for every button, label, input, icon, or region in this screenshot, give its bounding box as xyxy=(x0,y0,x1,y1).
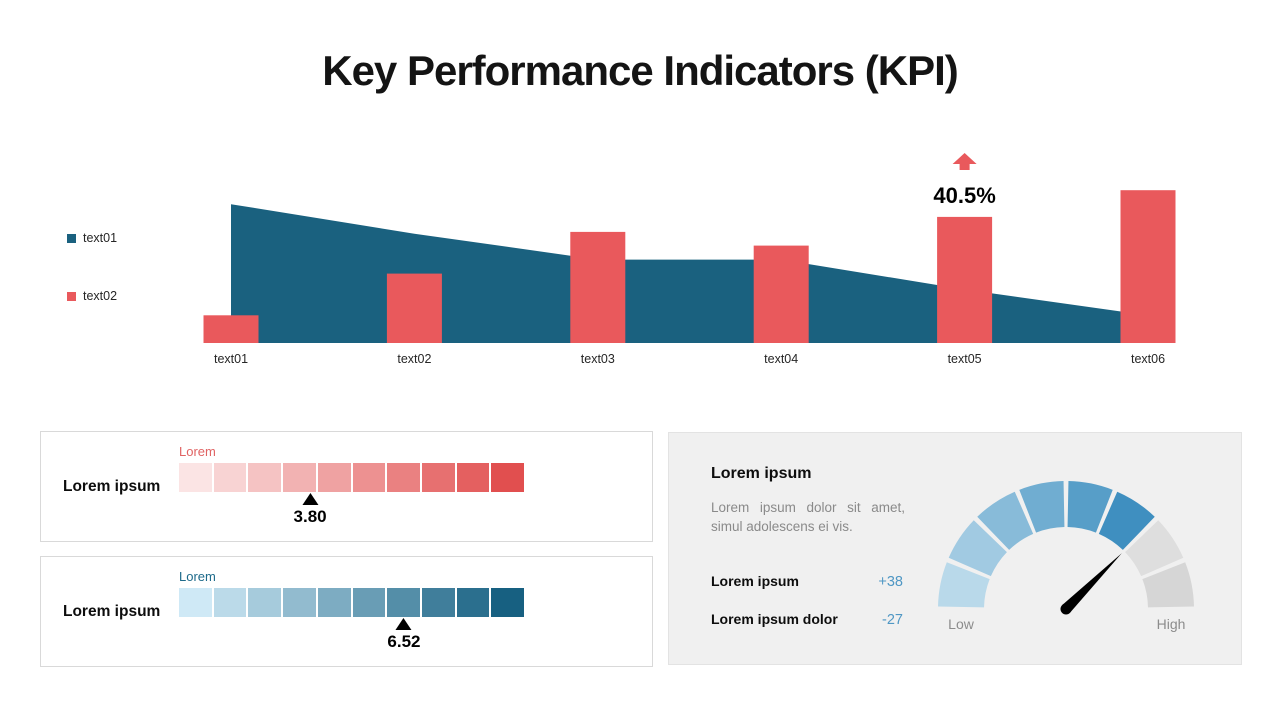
legend-item-area: text01 xyxy=(67,231,117,245)
dial-segment xyxy=(1098,491,1155,550)
strip-cell xyxy=(248,462,282,492)
metric-row: Lorem ipsum dolor -27 xyxy=(711,611,903,628)
summary-description: Lorem ipsum dolor sit amet, simul adoles… xyxy=(711,500,905,534)
strip-cell xyxy=(179,587,212,617)
linear-gauge-marker: 6.52 xyxy=(387,617,421,652)
triangle-up-icon xyxy=(395,617,412,630)
strip-cell xyxy=(352,587,386,617)
legend-swatch-area-icon xyxy=(67,233,76,243)
strip-cell xyxy=(317,462,351,492)
metric-label: Lorem ipsum xyxy=(711,573,799,589)
linear-gauge: Lorem 3.80 xyxy=(179,443,525,530)
summary-title: Lorem ipsum xyxy=(711,465,812,482)
linear-gauge-panel-red: Lorem ipsum Lorem 3.80 xyxy=(40,431,653,542)
linear-gauge-title: Lorem ipsum xyxy=(63,477,161,495)
bar-text05 xyxy=(937,216,993,343)
strip-cell xyxy=(421,462,455,492)
linear-gauge: Lorem 6.52 xyxy=(179,568,525,655)
legend-label-bar: text02 xyxy=(83,289,118,303)
linear-gauge-title: Lorem ipsum xyxy=(63,602,161,620)
strip-cell xyxy=(283,587,316,617)
bar-text03 xyxy=(570,231,626,343)
linear-gauge-scale-label: Lorem xyxy=(179,568,216,584)
x-axis-label-text04: text04 xyxy=(764,352,798,366)
bar-text06 xyxy=(1120,190,1176,343)
page-title: Key Performance Indicators (KPI) xyxy=(322,47,959,94)
area-series xyxy=(231,204,1148,343)
strip-cell xyxy=(387,587,420,617)
gauge-min-label: Low xyxy=(948,616,974,632)
up-arrow-icon xyxy=(952,153,977,170)
strip-cell xyxy=(387,462,420,492)
dial-needle xyxy=(1062,553,1122,613)
linear-gauge-value: 6.52 xyxy=(387,631,421,651)
summary-panel: Lorem ipsum Lorem ipsum dolor sit amet, … xyxy=(668,432,1242,665)
metric-value: -27 xyxy=(882,612,903,628)
x-axis-label-text03: text03 xyxy=(581,352,615,366)
legend-item-bar: text02 xyxy=(67,289,117,303)
dial-segment xyxy=(1067,481,1113,533)
dial-gauge-svg xyxy=(938,481,1194,615)
strip-cell xyxy=(283,462,316,492)
metric-value: +38 xyxy=(878,574,903,590)
strip-cell xyxy=(352,462,386,492)
strip-cell xyxy=(317,587,351,617)
kpi-combo-chart: text01 text02 text03 text04 text05 text06 40.5… xyxy=(203,153,1176,366)
linear-gauge-track: 6.52 xyxy=(179,617,524,655)
bar-text04 xyxy=(753,245,809,343)
x-axis-label-text06: text06 xyxy=(1131,352,1165,366)
strip-cell xyxy=(491,587,525,617)
strip-cell xyxy=(456,587,490,617)
dial-gauge: Low High xyxy=(929,473,1229,663)
strip-cell xyxy=(491,462,525,492)
dial-segment xyxy=(1125,520,1184,577)
linear-gauge-panel-blue: Lorem ipsum Lorem 6.52 xyxy=(40,556,653,667)
x-axis-label-text01: text01 xyxy=(214,352,248,366)
bar-text01 xyxy=(203,315,259,343)
metric-label: Lorem ipsum dolor xyxy=(711,611,838,627)
x-axis-label-text02: text02 xyxy=(397,352,431,366)
metric-row: Lorem ipsum +38 xyxy=(711,573,903,590)
dial-segment xyxy=(1142,562,1194,608)
strip-cell xyxy=(213,462,247,492)
strip-cell xyxy=(248,587,282,617)
dial-segment xyxy=(1019,481,1065,533)
dial-needle-hub xyxy=(1060,603,1072,615)
gauge-max-label: High xyxy=(1156,616,1186,632)
dial-segment xyxy=(977,491,1034,550)
strip-cell xyxy=(213,587,247,617)
linear-gauge-strip xyxy=(179,587,525,617)
chart-legend: text01 text02 xyxy=(67,231,117,303)
x-axis-label-text05: text05 xyxy=(948,352,982,366)
legend-swatch-bar-icon xyxy=(67,291,76,301)
linear-gauge-marker: 3.80 xyxy=(293,492,327,527)
strip-cell xyxy=(179,462,212,492)
linear-gauge-value: 3.80 xyxy=(293,506,327,526)
linear-gauge-track: 3.80 xyxy=(179,492,524,530)
linear-gauge-scale-label: Lorem xyxy=(179,443,216,459)
dial-segment xyxy=(938,562,990,608)
strip-cell xyxy=(421,587,455,617)
annotation-value: 40.5% xyxy=(933,183,995,208)
strip-cell xyxy=(456,462,490,492)
triangle-up-icon xyxy=(302,492,319,505)
bar-text02 xyxy=(386,273,442,343)
legend-label-area: text01 xyxy=(83,231,118,245)
dial-segment xyxy=(948,520,1007,577)
linear-gauge-strip xyxy=(179,462,525,492)
